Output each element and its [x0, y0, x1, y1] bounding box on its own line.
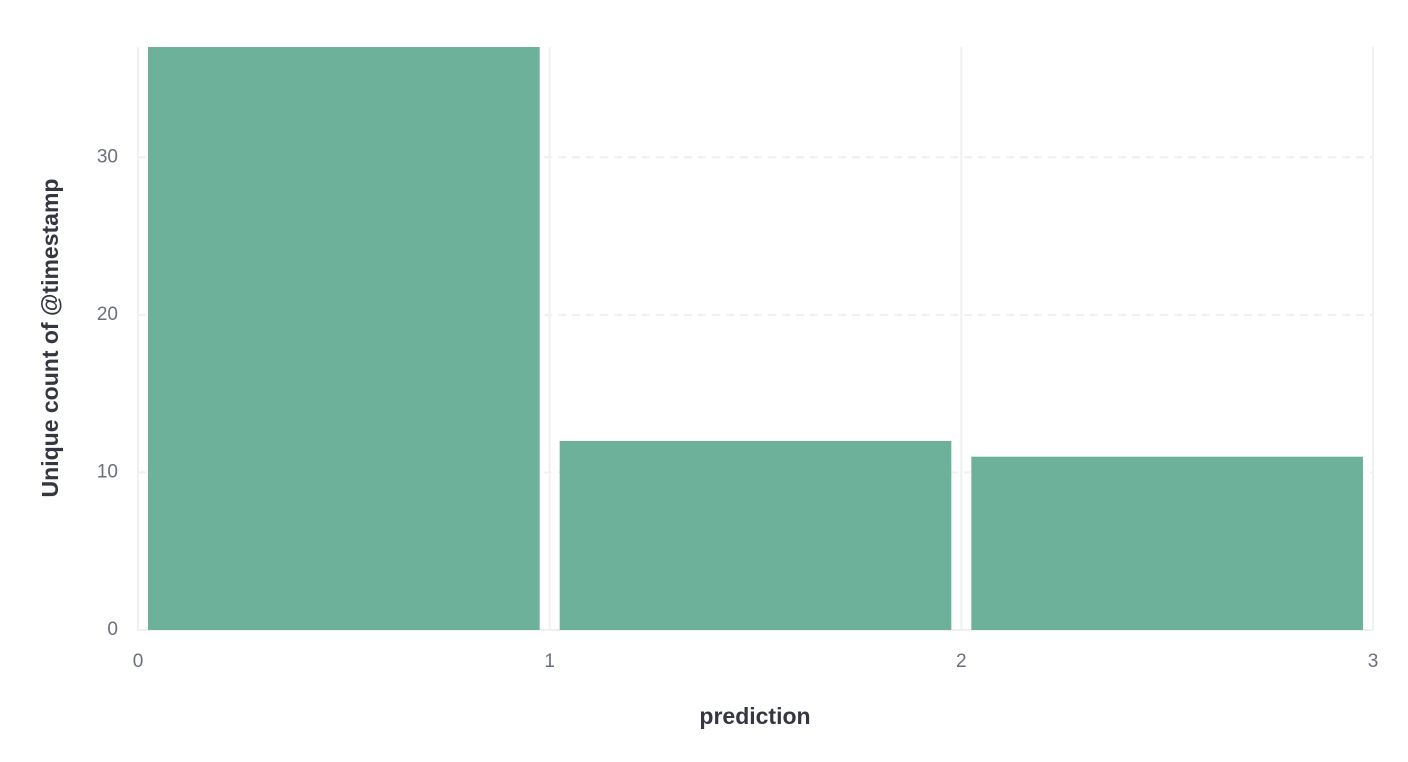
- y-tick-label: 30: [97, 146, 118, 167]
- x-tick-label: 1: [544, 651, 555, 672]
- x-tick-label: 2: [956, 651, 967, 672]
- histogram-bar[interactable]: [559, 440, 952, 630]
- y-tick-label: 0: [107, 619, 118, 640]
- x-axis-title: prediction: [699, 703, 810, 729]
- x-tick-label: 3: [1368, 651, 1379, 672]
- histogram-bar[interactable]: [148, 47, 540, 630]
- bars: [148, 47, 1363, 630]
- y-tick-label: 10: [97, 461, 118, 482]
- y-axis-title: Unique count of @timestamp: [37, 179, 63, 498]
- tick-labels: 0 10 20 30 0 1 2 3: [97, 146, 1378, 672]
- histogram-bar[interactable]: [971, 456, 1363, 630]
- x-tick-label: 0: [133, 651, 144, 672]
- y-tick-label: 20: [97, 304, 118, 325]
